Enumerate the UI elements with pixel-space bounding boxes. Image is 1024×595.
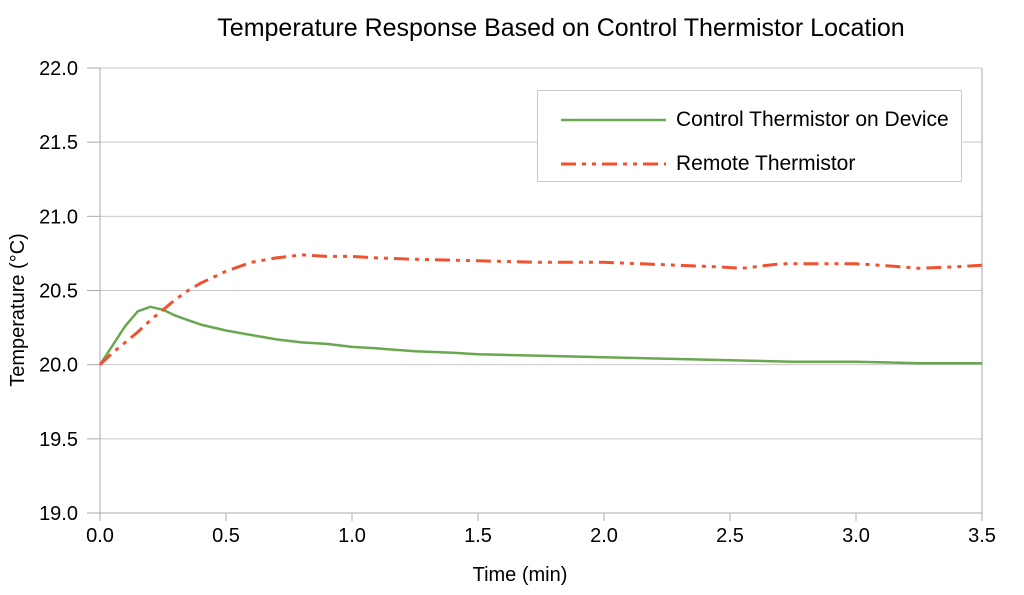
legend-line-dash-dot-icon bbox=[561, 162, 666, 165]
legend-label-control-thermistor: Control Thermistor on Device bbox=[676, 107, 949, 131]
data-series bbox=[98, 253, 983, 366]
x-tick-label: 3.0 bbox=[842, 525, 870, 547]
chart-title: Temperature Response Based on Control Th… bbox=[217, 14, 905, 42]
y-tick-label: 19.5 bbox=[39, 429, 78, 451]
x-tick-label: 0.5 bbox=[212, 525, 240, 547]
x-tick-label: 3.5 bbox=[968, 525, 996, 547]
legend-label-remote-thermistor: Remote Thermistor bbox=[676, 151, 856, 175]
legend: Control Thermistor on Device Remote Ther… bbox=[537, 90, 962, 182]
x-axis-label: Time (min) bbox=[473, 564, 568, 586]
y-tick-label: 21.5 bbox=[39, 132, 78, 154]
axes bbox=[87, 67, 983, 521]
x-tick-label: 2.5 bbox=[716, 525, 744, 547]
y-tick-label: 20.5 bbox=[39, 281, 78, 303]
y-tick-label: 21.0 bbox=[39, 206, 78, 228]
x-tick-label: 2.0 bbox=[590, 525, 618, 547]
tick-labels: 19.0 19.5 20.0 20.5 21.0 21.5 22.0 0.0 0.5 1.0 1.5… bbox=[39, 58, 996, 547]
y-tick-label: 19.0 bbox=[39, 503, 78, 525]
y-tick-label: 20.0 bbox=[39, 355, 78, 377]
y-axis-label: Temperature (°C) bbox=[7, 233, 29, 387]
legend-item-control-thermistor: Control Thermistor on Device bbox=[561, 103, 961, 136]
legend-item-remote-thermistor: Remote Thermistor bbox=[561, 147, 961, 180]
series-line-0 bbox=[98, 305, 982, 366]
x-tick-label: 0.0 bbox=[86, 525, 114, 547]
x-tick-label: 1.0 bbox=[338, 525, 366, 547]
y-tick-label: 22.0 bbox=[39, 58, 78, 80]
x-tick-label: 1.5 bbox=[464, 525, 492, 547]
legend-line-solid-icon bbox=[561, 118, 666, 121]
series-line-1 bbox=[98, 253, 983, 366]
